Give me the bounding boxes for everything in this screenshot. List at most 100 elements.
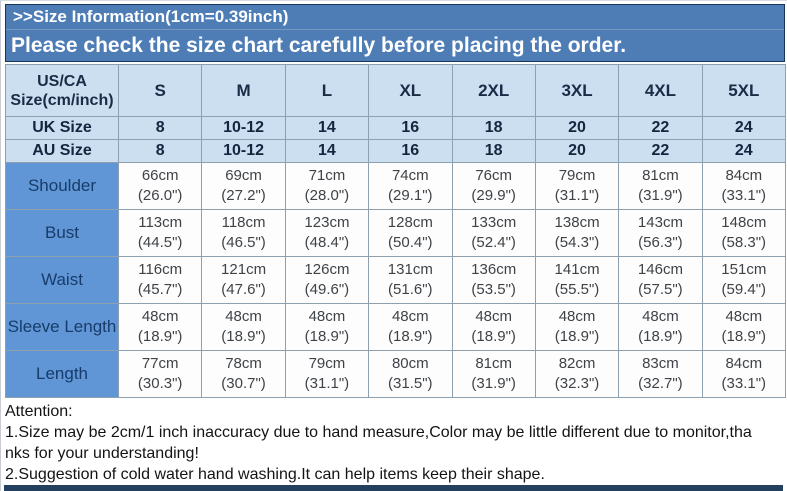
measurement-cm-value: 76cm — [475, 167, 513, 184]
measurement-cm-value: 128cm — [387, 214, 433, 231]
measurement-inch-value: (18.9") — [304, 328, 350, 345]
measurement-value-cell: 48cm (18.9") — [701, 303, 787, 351]
measurement-value-cell: 48cm (18.9") — [201, 303, 286, 351]
size-system-value-cell: 18 — [451, 139, 536, 163]
measurement-row-label: Sleeve Length — [5, 303, 119, 351]
size-column-header: 3XL — [534, 64, 620, 117]
measurement-cm-value: 123cm — [304, 214, 350, 231]
size-column-header: L — [284, 64, 370, 117]
measurement-value-cell: 78cm (30.7") — [201, 350, 286, 398]
measurement-inch-value: (31.5") — [388, 375, 433, 392]
measurement-inch-value: (18.9") — [221, 328, 266, 345]
measurement-inch-value: (52.4") — [471, 234, 516, 251]
measurement-inch-value: (18.9") — [471, 328, 516, 345]
size-column-header: 2XL — [451, 64, 536, 117]
measurement-cm-value: 81cm — [475, 355, 513, 372]
size-system-value-cell: 24 — [701, 116, 787, 140]
measurement-inch-value: (31.1") — [304, 375, 350, 392]
size-column-header: 4XL — [618, 64, 703, 117]
measurement-row-label: Length — [5, 350, 119, 398]
measurement-inch-value: (55.5") — [554, 281, 600, 298]
size-column-header: M — [201, 64, 286, 117]
measurement-inch-value: (18.9") — [388, 328, 433, 345]
measurement-inch-value: (31.9") — [471, 375, 516, 392]
measurement-cm-value: 84cm — [725, 167, 763, 184]
measurement-cm-value: 48cm — [558, 308, 596, 325]
size-system-value-cell: 20 — [534, 116, 620, 140]
measurement-cm-value: 77cm — [141, 355, 179, 372]
attention-title: Attention: — [5, 403, 73, 420]
measurement-value-cell: 113cm (44.5") — [117, 209, 203, 257]
measurement-inch-value: (49.6") — [304, 281, 350, 298]
measurement-value-cell: 143cm (56.3") — [618, 209, 703, 257]
size-column-header: S — [117, 64, 203, 117]
measurement-inch-value: (47.6") — [221, 281, 266, 298]
measurement-value-cell: 71cm (28.0") — [284, 162, 370, 210]
size-system-value-cell: 18 — [451, 116, 536, 140]
measurement-cm-value: 141cm — [554, 261, 600, 278]
measurement-inch-value: (18.9") — [137, 328, 183, 345]
measurement-inch-value: (30.3") — [137, 375, 183, 392]
size-system-value-cell: 14 — [284, 116, 370, 140]
size-system-header-line: Size(cm/inch) — [10, 91, 114, 109]
measurement-inch-value: (28.0") — [304, 187, 350, 204]
measurement-cm-value: 113cm — [138, 214, 183, 231]
measurement-cm-value: 69cm — [225, 167, 262, 184]
measurement-cm-value: 66cm — [141, 167, 179, 184]
measurement-row: Shoulder 66cm (26.0") 69cm (27.2") 71cm (28.0"… — [5, 162, 787, 210]
measurement-inch-value: (53.5") — [471, 281, 516, 298]
measurement-value-cell: 146cm (57.5") — [618, 256, 703, 304]
measurement-cm-value: 80cm — [391, 355, 429, 372]
measurement-value-cell: 133cm (52.4") — [451, 209, 536, 257]
measurement-value-cell: 81cm (31.9") — [451, 350, 536, 398]
measurement-cm-value: 148cm — [721, 214, 767, 231]
size-system-value-cell: 20 — [534, 139, 620, 163]
measurement-row: Bust 113cm (44.5") 118cm (46.5") 123cm (48.4")… — [5, 209, 787, 257]
measurement-cm-value: 116cm — [138, 261, 183, 278]
size-column-header: 5XL — [701, 64, 787, 117]
size-system-value-cell: 14 — [284, 139, 370, 163]
measurement-value-cell: 48cm (18.9") — [534, 303, 620, 351]
size-system-row: AU Size 8 10-12 14 16 18 20 22 24 — [5, 139, 787, 163]
measurement-value-cell: 141cm (55.5") — [534, 256, 620, 304]
measurement-inch-value: (32.3") — [554, 375, 600, 392]
measurement-value-cell: 83cm (32.7") — [618, 350, 703, 398]
measurement-value-cell: 136cm (53.5") — [451, 256, 536, 304]
size-system-row-label: AU Size — [5, 139, 119, 163]
measurement-value-cell: 77cm (30.3") — [117, 350, 203, 398]
measurement-value-cell: 48cm (18.9") — [618, 303, 703, 351]
measurement-value-cell: 48cm (18.9") — [117, 303, 203, 351]
measurement-cm-value: 83cm — [642, 355, 679, 372]
measurement-cm-value: 126cm — [304, 261, 350, 278]
measurement-value-cell: 131cm (51.6") — [368, 256, 453, 304]
measurement-inch-value: (30.7") — [221, 375, 266, 392]
measurement-value-cell: 66cm (26.0") — [117, 162, 203, 210]
size-system-header-line: US/CA — [37, 72, 87, 90]
measurement-cm-value: 146cm — [637, 261, 683, 278]
measurement-inch-value: (44.5") — [137, 234, 183, 251]
size-header-row: US/CA Size(cm/inch) S M L XL 2XL 3XL 4XL 5XL — [5, 64, 787, 117]
measurement-value-cell: 79cm (31.1") — [534, 162, 620, 210]
banner-group: >>Size Information(1cm=0.39inch) Please … — [5, 4, 785, 62]
measurement-value-cell: 123cm (48.4") — [284, 209, 370, 257]
measurement-cm-value: 48cm — [725, 308, 763, 325]
measurement-value-cell: 138cm (54.3") — [534, 209, 620, 257]
measurement-row: Sleeve Length 48cm (18.9") 48cm (18.9") 48cm (… — [5, 303, 787, 351]
measurement-inch-value: (31.1") — [554, 187, 600, 204]
measurement-cm-value: 81cm — [642, 167, 679, 184]
size-system-value-cell: 16 — [368, 139, 453, 163]
bottom-border-bar — [4, 485, 783, 491]
measurement-value-cell: 128cm (50.4") — [368, 209, 453, 257]
size-system-value-cell: 24 — [701, 139, 787, 163]
measurement-inch-value: (46.5") — [221, 234, 266, 251]
measurement-cm-value: 79cm — [558, 167, 596, 184]
measurement-inch-value: (58.3") — [721, 234, 767, 251]
measurement-value-cell: 48cm (18.9") — [284, 303, 370, 351]
size-column-header: XL — [368, 64, 453, 117]
measurement-inch-value: (56.3") — [638, 234, 683, 251]
measurement-cm-value: 48cm — [642, 308, 679, 325]
measurement-cm-value: 118cm — [221, 214, 266, 231]
measurement-cm-value: 133cm — [471, 214, 517, 231]
measurement-cm-value: 79cm — [308, 355, 346, 372]
measurement-value-cell: 69cm (27.2") — [201, 162, 286, 210]
